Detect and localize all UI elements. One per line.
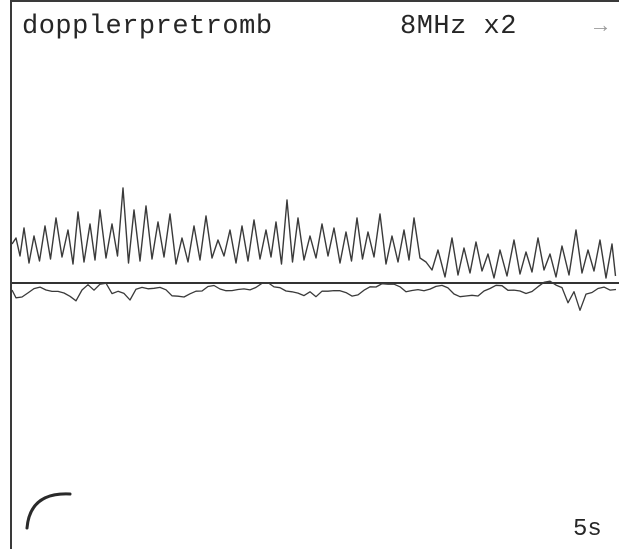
- right-arrow-icon: →: [594, 14, 608, 39]
- file-name-label: dopplerpretromb: [22, 12, 273, 42]
- frame-top-border: [10, 0, 619, 2]
- frame-left-border: [10, 0, 12, 549]
- arc-icon: [25, 492, 72, 530]
- lower-waveform: [11, 280, 617, 311]
- upper-waveform: [11, 187, 617, 279]
- probe-setting-label: 8MHz x2: [400, 12, 517, 42]
- time-scale-label: 5s: [573, 516, 602, 543]
